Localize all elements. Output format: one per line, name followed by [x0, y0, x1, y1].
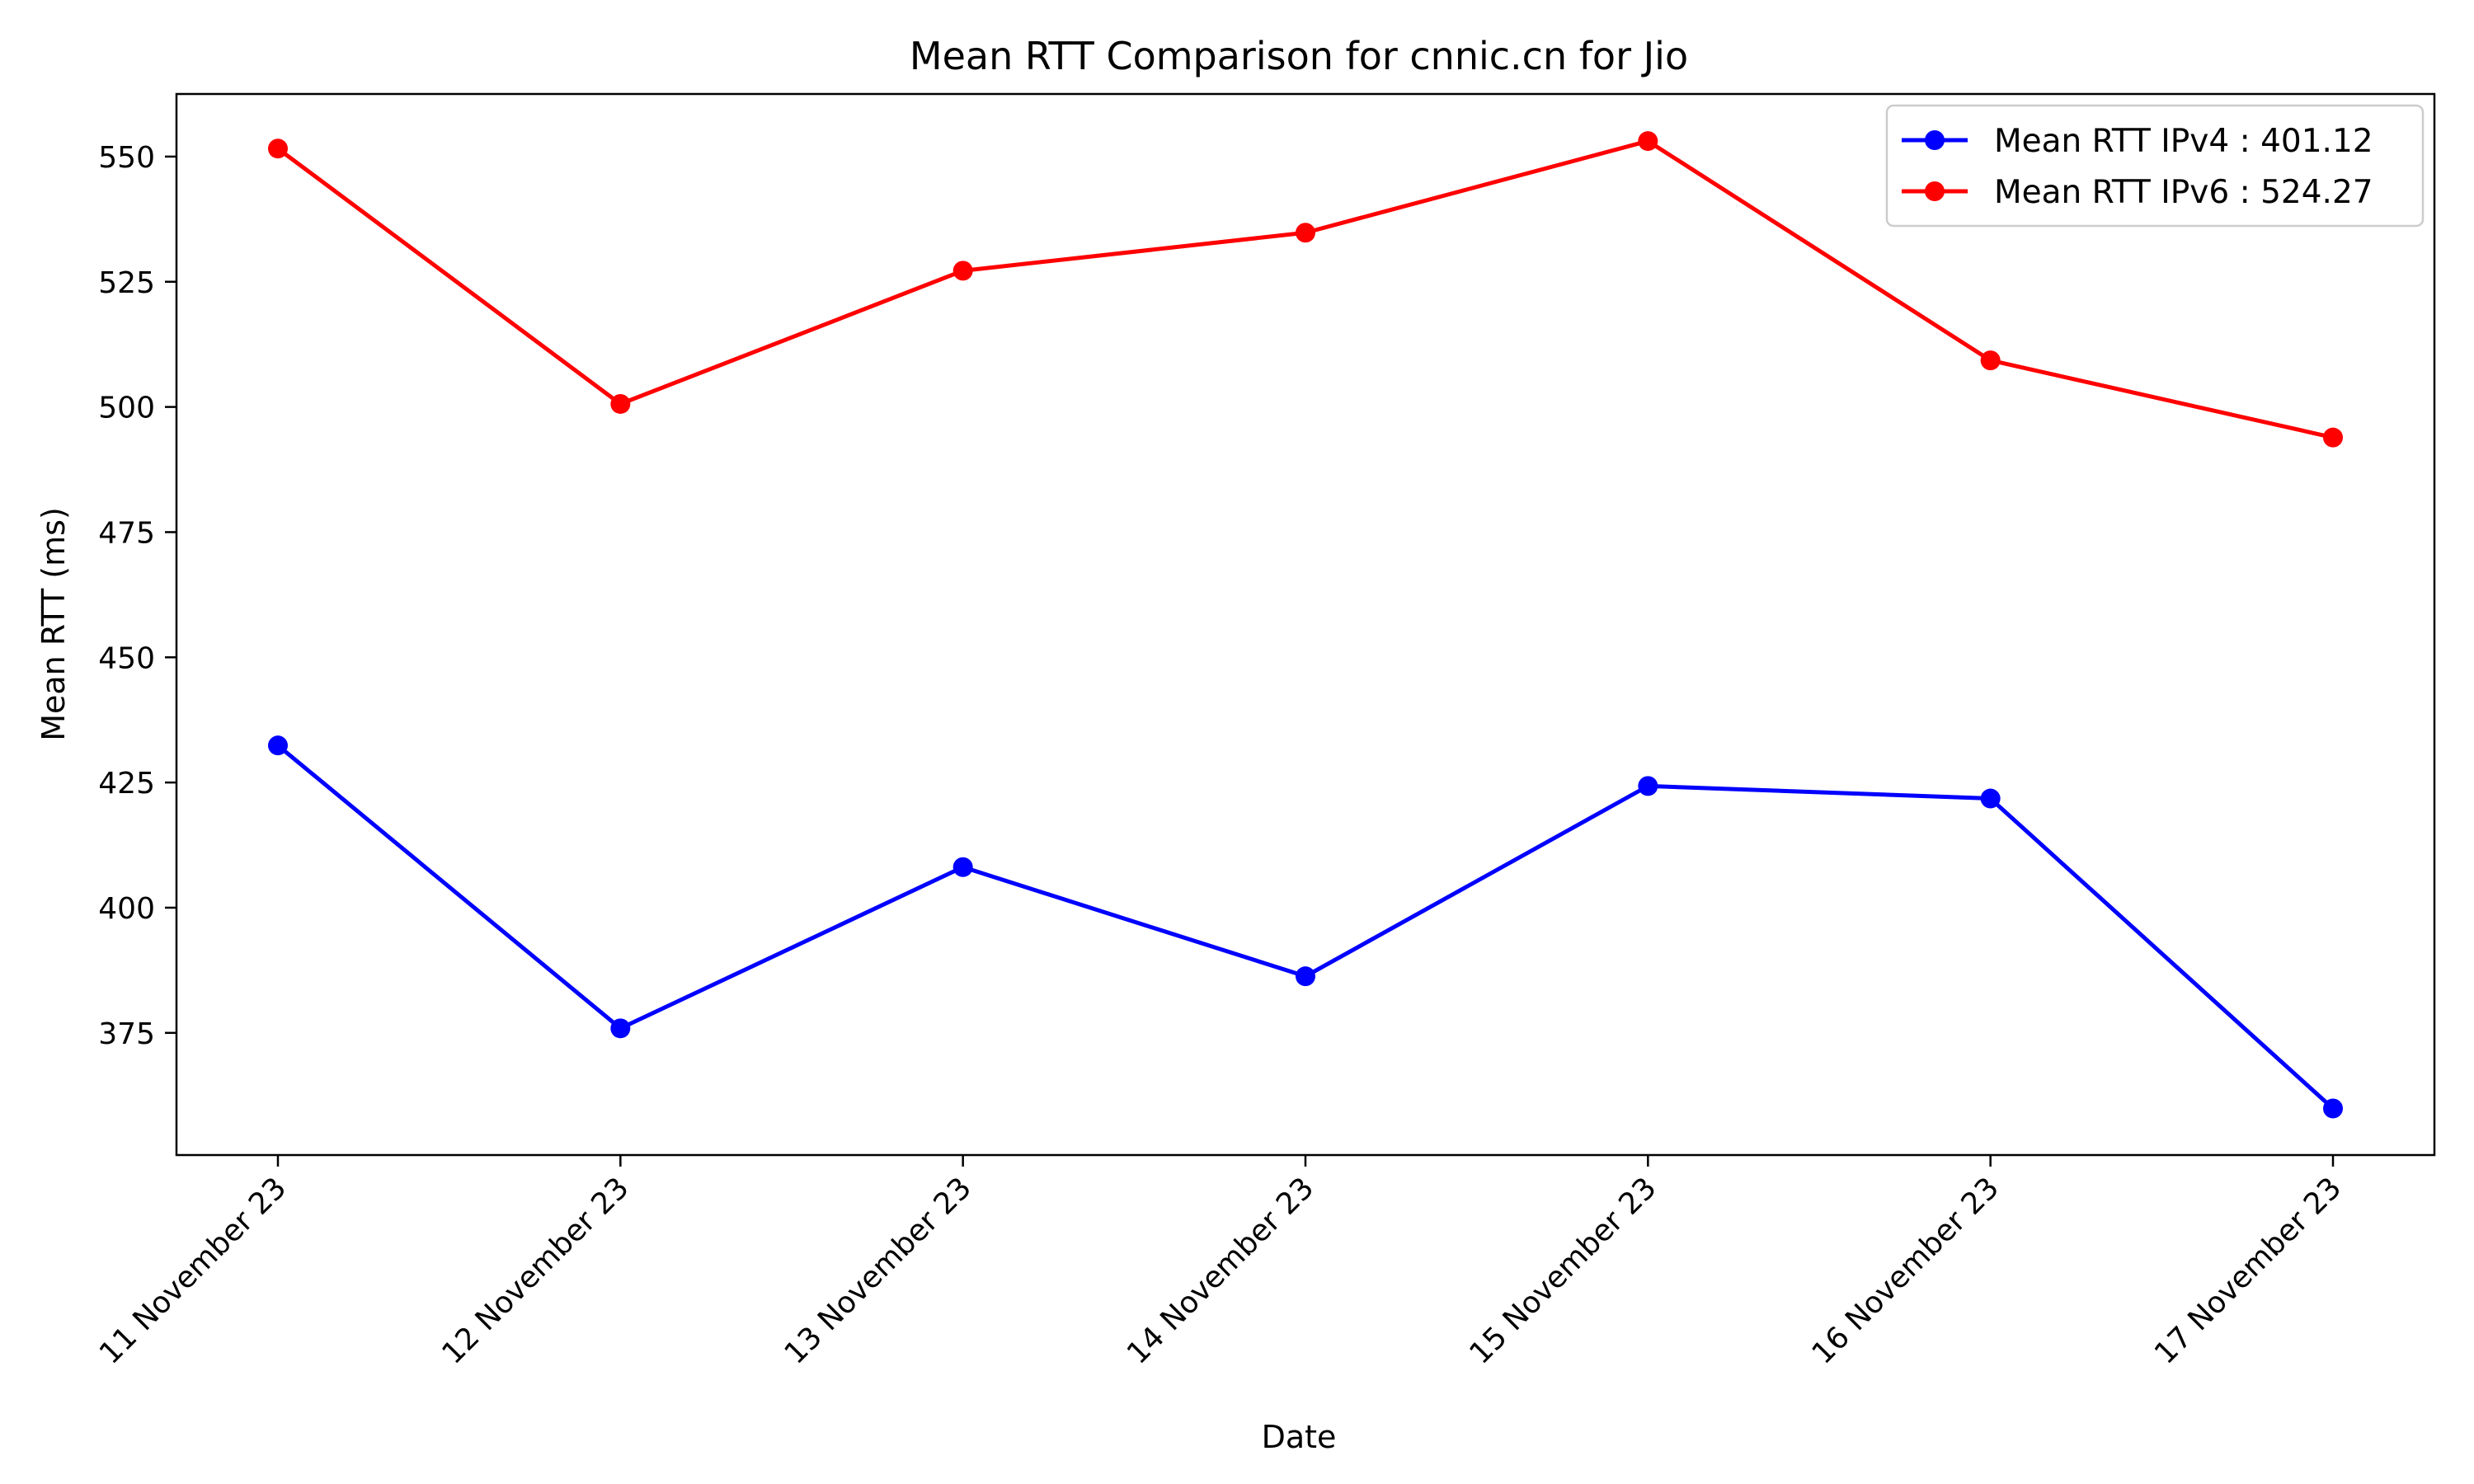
y-axis-label: Mean RTT (ms): [35, 507, 72, 741]
y-tick-label: 425: [98, 767, 155, 801]
series-2-point: [1638, 131, 1658, 152]
series-2-point: [1980, 350, 2001, 371]
series-2-point: [2323, 427, 2343, 448]
series-1-point: [610, 1018, 631, 1039]
x-axis-label: Date: [1262, 1419, 1337, 1455]
y-tick-label: 450: [98, 641, 155, 675]
y-tick-label: 525: [98, 266, 155, 300]
y-tick-label: 475: [98, 516, 155, 550]
series-1-point: [1638, 776, 1658, 796]
series-2-point: [610, 393, 631, 414]
legend-label: Mean RTT IPv6 : 524.27: [1994, 174, 2373, 211]
y-tick-label: 550: [98, 141, 155, 175]
series-1-point: [1980, 788, 2001, 809]
chart-title: Mean RTT Comparison for cnnic.cn for Jio: [910, 34, 1688, 78]
legend: Mean RTT IPv4 : 401.12 Mean RTT IPv6 : 52…: [1885, 104, 2425, 228]
series-1-point: [1296, 966, 1315, 987]
series-2-point: [268, 139, 288, 159]
y-tick-label: 400: [98, 892, 155, 926]
series-2-point: [1296, 223, 1315, 243]
y-axis: 375 400 425 450 475 500 525 550: [98, 141, 176, 1051]
legend-label: Mean RTT IPv4 : 401.12: [1994, 123, 2373, 160]
series-layer: [268, 131, 2343, 1119]
series-1-point: [268, 735, 288, 756]
series-1-point: [952, 857, 973, 877]
legend-box: [1885, 104, 2425, 228]
legend-marker: [1925, 181, 1945, 201]
y-tick-label: 375: [98, 1017, 155, 1051]
series-2-point: [952, 261, 973, 281]
legend-marker: [1925, 130, 1945, 150]
y-tick-label: 500: [98, 392, 155, 425]
series-1-point: [2323, 1098, 2343, 1119]
